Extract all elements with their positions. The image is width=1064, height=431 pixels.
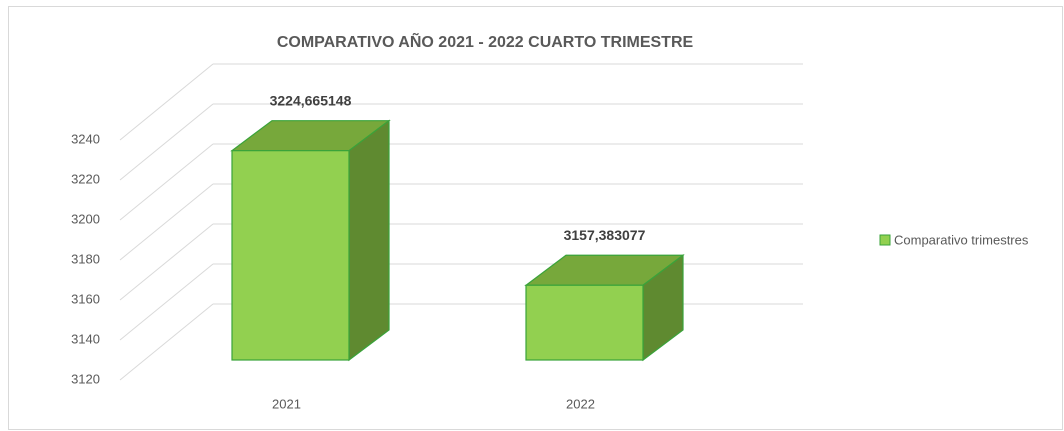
bar-side [348,119,390,362]
grid-line [119,63,214,141]
grid-line [119,103,214,181]
grid-line [119,303,214,381]
legend-swatch [879,234,891,246]
grid-line [119,183,214,261]
y-tick-label: 3160 [71,291,100,306]
legend-label: Comparativo trimestres [894,232,1029,247]
data-label: 3157,383077 [564,227,646,243]
y-tick-label: 3180 [71,251,100,266]
grid-line [119,263,214,341]
x-tick-label: 2022 [566,396,595,411]
y-tick-label: 3220 [71,171,100,186]
bar [525,284,644,361]
bar [231,150,350,361]
grid-line [119,143,214,221]
chart-title: COMPARATIVO AÑO 2021 - 2022 CUARTO TRIME… [277,31,694,51]
y-tick-label: 3120 [71,371,100,386]
chart-border [8,6,1063,430]
x-tick-label: 2021 [272,396,301,411]
grid-line [119,223,214,301]
y-tick-label: 3240 [71,131,100,146]
y-tick-label: 3200 [71,211,100,226]
data-label: 3224,665148 [270,92,352,108]
y-tick-label: 3140 [71,331,100,346]
